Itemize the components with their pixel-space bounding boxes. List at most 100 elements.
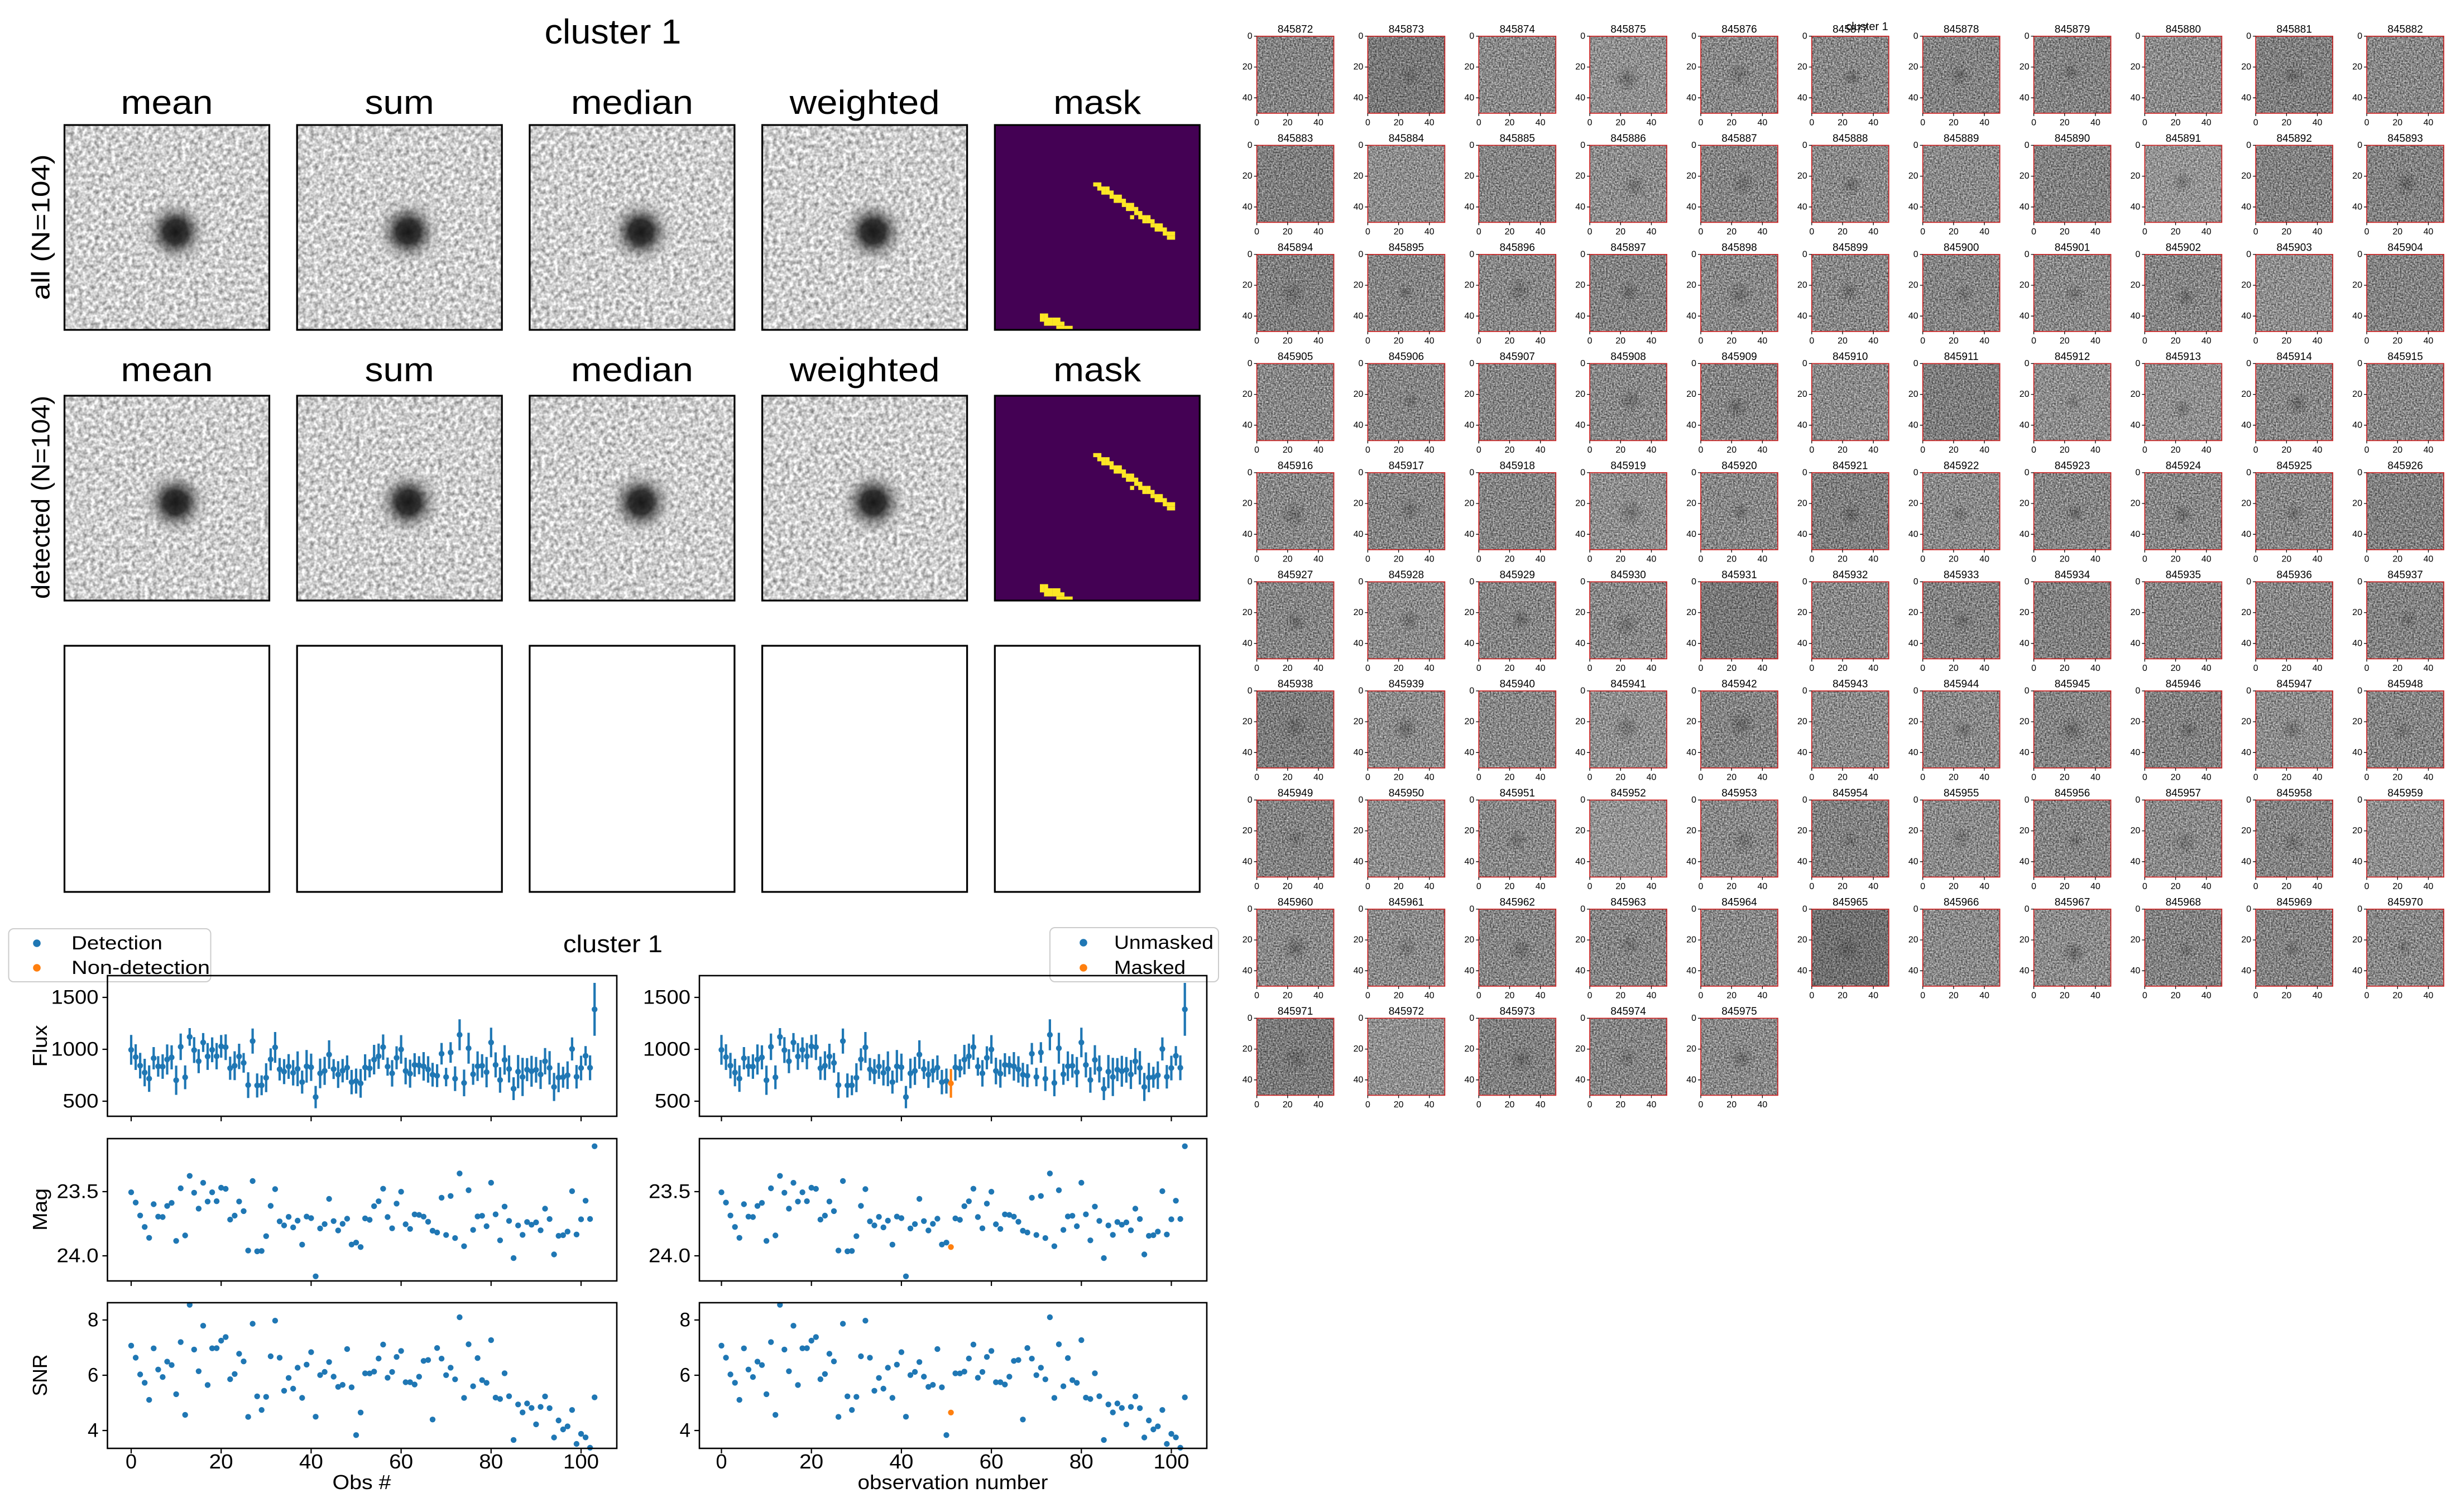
svg-text:40: 40 (2090, 118, 2100, 127)
svg-text:40: 40 (1647, 882, 1657, 891)
svg-text:0: 0 (1254, 772, 1259, 782)
svg-text:0: 0 (1476, 772, 1481, 782)
svg-text:0: 0 (1920, 227, 1925, 237)
svg-text:0: 0 (2357, 249, 2362, 259)
svg-text:40: 40 (1243, 748, 1253, 757)
svg-text:40: 40 (2424, 772, 2434, 782)
svg-text:20: 20 (1465, 281, 1475, 290)
svg-text:40: 40 (1536, 227, 1546, 237)
svg-text:845877: 845877 (1833, 23, 1868, 35)
svg-text:20: 20 (1838, 336, 1848, 345)
svg-text:20: 20 (2392, 664, 2402, 673)
svg-text:0: 0 (2357, 31, 2362, 41)
svg-text:20: 20 (2352, 390, 2362, 399)
svg-text:40: 40 (1536, 772, 1546, 782)
svg-text:40: 40 (2201, 882, 2212, 891)
svg-text:20: 20 (2282, 118, 2292, 127)
svg-text:40: 40 (2131, 420, 2141, 430)
svg-text:20: 20 (1575, 499, 1585, 508)
svg-text:20: 20 (1615, 664, 1625, 673)
svg-text:0: 0 (1691, 686, 1696, 695)
svg-text:0: 0 (716, 1450, 727, 1473)
svg-text:20: 20 (1465, 63, 1475, 72)
svg-text:0: 0 (2135, 468, 2140, 477)
svg-text:845933: 845933 (1944, 569, 1979, 581)
svg-text:0: 0 (2357, 468, 2362, 477)
svg-text:845912: 845912 (2055, 351, 2090, 363)
svg-text:845893: 845893 (2387, 133, 2423, 145)
svg-text:40: 40 (1575, 748, 1585, 757)
svg-text:20: 20 (1243, 935, 1253, 945)
svg-text:0: 0 (2246, 31, 2251, 41)
svg-text:40: 40 (2020, 202, 2030, 212)
svg-text:40: 40 (1797, 966, 1807, 976)
svg-text:0: 0 (2364, 664, 2369, 673)
svg-text:40: 40 (1465, 748, 1475, 757)
svg-text:40: 40 (2131, 748, 2141, 757)
svg-text:0: 0 (1248, 686, 1253, 695)
svg-text:0: 0 (1691, 1014, 1696, 1023)
svg-text:40: 40 (1243, 1075, 1253, 1084)
svg-text:20: 20 (2241, 826, 2251, 836)
svg-text:20: 20 (2060, 227, 2070, 237)
svg-text:0: 0 (1699, 554, 1704, 564)
svg-text:20: 20 (2171, 445, 2181, 455)
svg-text:40: 40 (2352, 966, 2362, 976)
svg-text:0: 0 (2135, 359, 2140, 368)
svg-text:845881: 845881 (2276, 23, 2311, 35)
svg-text:20: 20 (2020, 608, 2030, 617)
svg-text:845902: 845902 (2166, 242, 2201, 253)
svg-text:20: 20 (2020, 281, 2030, 290)
svg-text:0: 0 (1254, 991, 1259, 1000)
svg-text:40: 40 (1868, 118, 1878, 127)
svg-text:0: 0 (1358, 31, 1363, 41)
svg-text:0: 0 (1691, 359, 1696, 368)
svg-text:40: 40 (2020, 311, 2030, 321)
svg-text:40: 40 (1243, 93, 1253, 103)
svg-text:20: 20 (1243, 63, 1253, 72)
svg-text:845905: 845905 (1278, 351, 1313, 363)
svg-text:845970: 845970 (2387, 896, 2423, 908)
svg-text:0: 0 (1691, 577, 1696, 587)
svg-text:40: 40 (2201, 445, 2212, 455)
svg-text:20: 20 (1615, 772, 1625, 782)
svg-text:0: 0 (1254, 1100, 1259, 1110)
svg-text:20: 20 (1465, 390, 1475, 399)
svg-text:845903: 845903 (2276, 242, 2311, 253)
svg-text:0: 0 (2031, 664, 2036, 673)
svg-text:40: 40 (1424, 664, 1435, 673)
svg-text:40: 40 (1354, 639, 1364, 648)
svg-text:20: 20 (2352, 717, 2362, 727)
svg-text:40: 40 (1686, 748, 1696, 757)
svg-text:0: 0 (2031, 336, 2036, 345)
svg-text:40: 40 (1313, 445, 1323, 455)
svg-text:40: 40 (1313, 882, 1323, 891)
svg-text:Unmasked: Unmasked (1114, 932, 1213, 953)
svg-text:20: 20 (1797, 935, 1807, 945)
svg-text:845926: 845926 (2387, 460, 2423, 472)
svg-text:845972: 845972 (1389, 1006, 1424, 1017)
svg-text:40: 40 (2020, 93, 2030, 103)
svg-text:20: 20 (2241, 63, 2251, 72)
svg-text:40: 40 (2201, 336, 2212, 345)
svg-text:0: 0 (1248, 1014, 1253, 1023)
svg-text:40: 40 (1465, 420, 1475, 430)
svg-text:845948: 845948 (2387, 678, 2423, 690)
svg-text:0: 0 (1691, 468, 1696, 477)
svg-text:20: 20 (1394, 554, 1404, 564)
svg-text:40: 40 (2131, 93, 2141, 103)
svg-text:0: 0 (2364, 118, 2369, 127)
svg-text:40: 40 (1313, 336, 1323, 345)
svg-text:20: 20 (1949, 664, 1959, 673)
svg-text:0: 0 (2253, 445, 2258, 455)
svg-text:0: 0 (1587, 118, 1592, 127)
svg-text:20: 20 (1283, 991, 1293, 1000)
svg-text:0: 0 (1476, 445, 1481, 455)
svg-text:40: 40 (1868, 882, 1878, 891)
svg-text:20: 20 (2131, 935, 2141, 945)
svg-text:0: 0 (1254, 664, 1259, 673)
svg-text:845918: 845918 (1500, 460, 1535, 472)
svg-text:20: 20 (1726, 336, 1737, 345)
svg-text:0: 0 (1913, 577, 1918, 587)
svg-text:20: 20 (2352, 935, 2362, 945)
